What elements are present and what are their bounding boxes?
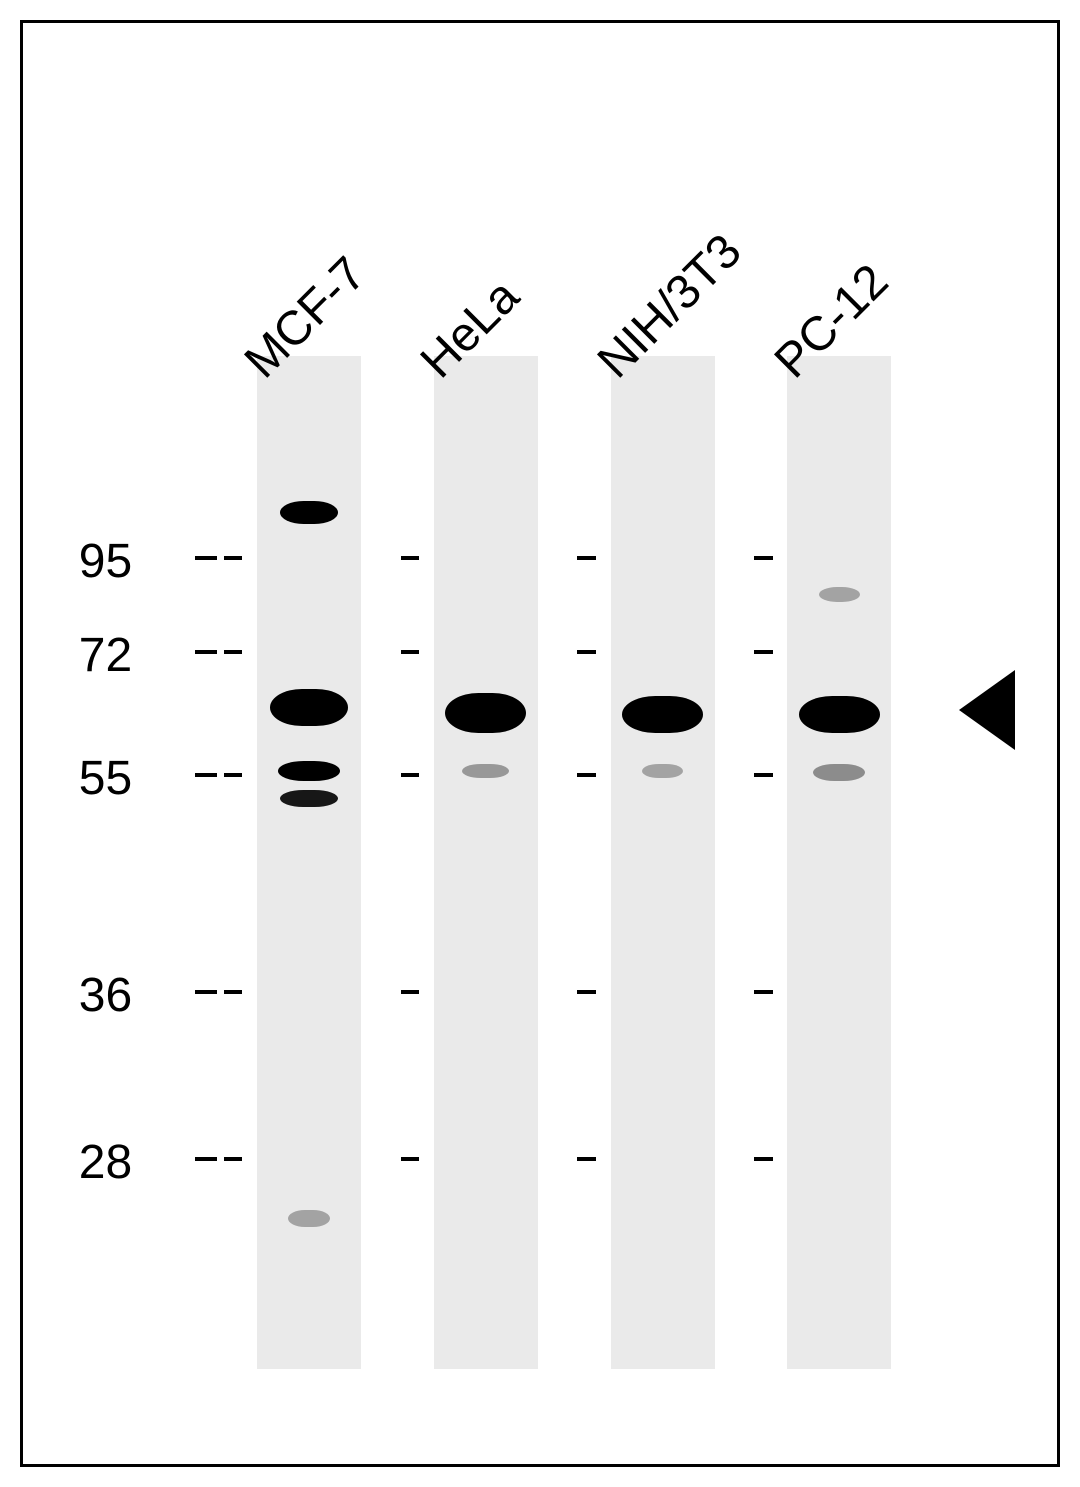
lane-mw-tick bbox=[577, 990, 596, 994]
lane-mw-tick bbox=[754, 556, 773, 560]
band bbox=[288, 1210, 330, 1227]
lane-mw-tick bbox=[401, 650, 420, 654]
mw-tick bbox=[195, 990, 218, 994]
lane-mw-tick bbox=[577, 1157, 596, 1161]
lane-mw-tick bbox=[401, 1157, 420, 1161]
lane-mw-tick bbox=[754, 1157, 773, 1161]
lane-mw-tick bbox=[754, 990, 773, 994]
lane-mw-tick bbox=[224, 773, 243, 777]
lane-mw-tick bbox=[224, 556, 243, 560]
mw-label: 72 bbox=[23, 628, 132, 683]
mw-label: 55 bbox=[23, 751, 132, 806]
band bbox=[278, 761, 340, 781]
lane bbox=[611, 356, 715, 1369]
band bbox=[622, 696, 703, 734]
band bbox=[280, 501, 337, 524]
band bbox=[642, 764, 684, 778]
band bbox=[462, 764, 509, 778]
band bbox=[280, 790, 337, 807]
lane-mw-tick bbox=[754, 650, 773, 654]
band bbox=[813, 764, 865, 781]
target-arrow-icon bbox=[959, 670, 1015, 750]
lane-mw-tick bbox=[577, 556, 596, 560]
band bbox=[270, 689, 348, 727]
lane bbox=[434, 356, 538, 1369]
mw-tick bbox=[195, 650, 218, 654]
blot-frame: 9572553628MCF-7HeLaNIH/3T3PC-12 bbox=[20, 20, 1060, 1467]
mw-label: 36 bbox=[23, 968, 132, 1023]
lane-mw-tick bbox=[224, 990, 243, 994]
mw-label: 28 bbox=[23, 1135, 132, 1190]
plot-area: 9572553628MCF-7HeLaNIH/3T3PC-12 bbox=[23, 23, 1057, 1464]
lane-mw-tick bbox=[224, 1157, 243, 1161]
band bbox=[445, 693, 526, 734]
mw-label: 95 bbox=[23, 534, 132, 589]
lane-mw-tick bbox=[754, 773, 773, 777]
band bbox=[799, 696, 880, 734]
lane bbox=[787, 356, 891, 1369]
lane-mw-tick bbox=[401, 773, 420, 777]
mw-tick bbox=[195, 1157, 218, 1161]
mw-tick bbox=[195, 773, 218, 777]
lane-mw-tick bbox=[577, 650, 596, 654]
lane-mw-tick bbox=[224, 650, 243, 654]
band bbox=[819, 587, 861, 601]
lane-mw-tick bbox=[401, 990, 420, 994]
lane-mw-tick bbox=[577, 773, 596, 777]
mw-tick bbox=[195, 556, 218, 560]
lane-mw-tick bbox=[401, 556, 420, 560]
